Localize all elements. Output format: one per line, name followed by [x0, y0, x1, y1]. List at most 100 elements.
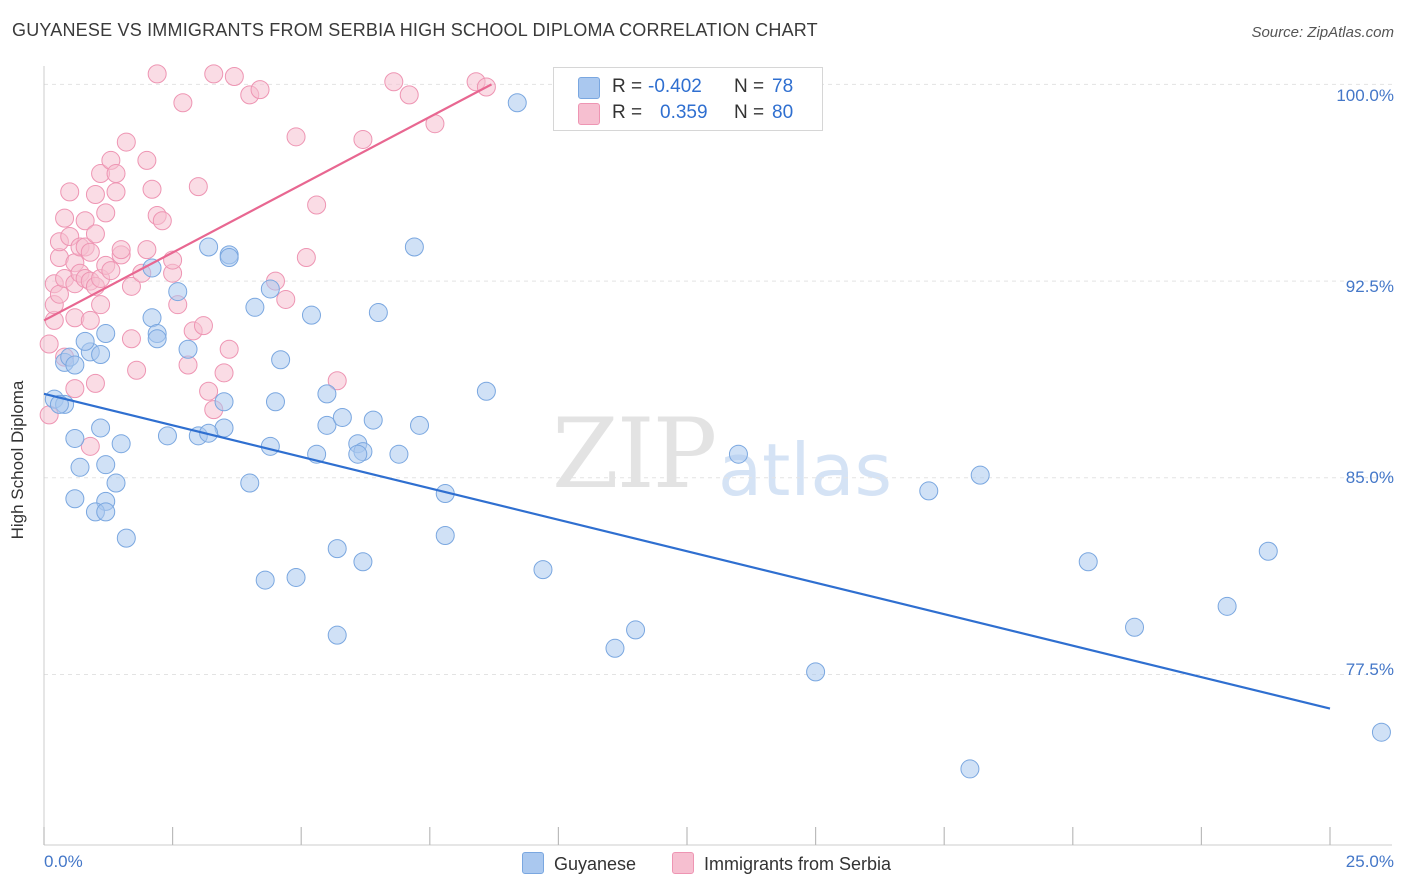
point-serbia-58: [204, 64, 224, 84]
point-guyanese-40: [260, 436, 280, 456]
point-guyanese-72: [1078, 552, 1098, 572]
n-label: N =: [734, 76, 765, 97]
point-guyanese-13: [65, 489, 85, 509]
point-serbia-37: [116, 132, 136, 152]
point-guyanese-55: [363, 410, 383, 430]
point-guyanese-28: [199, 237, 219, 257]
point-serbia-65: [276, 289, 296, 309]
point-guyanese-36: [260, 279, 280, 299]
y-tick-label-92-5: 92.5%: [1345, 277, 1394, 296]
stats-row-serbia: R = 0.359 N = 80: [554, 102, 822, 128]
chart-source: Source: ZipAtlas.com: [1251, 24, 1394, 41]
point-guyanese-62: [507, 93, 527, 113]
legend-label-serbia: Immigrants from Serbia: [704, 854, 892, 874]
point-guyanese-30: [219, 247, 239, 267]
point-serbia-25: [85, 185, 105, 205]
point-guyanese-16: [91, 418, 111, 438]
point-guyanese-42: [286, 567, 306, 587]
stats-row-guyanese: R = -0.402 N = 78: [554, 76, 822, 102]
trend-line-guyanese: [43, 392, 1331, 710]
chart-title: GUYANESE VS IMMIGRANTS FROM SERBIA HIGH …: [12, 20, 818, 40]
point-guyanese-39: [240, 473, 260, 493]
point-guyanese-49: [327, 539, 347, 559]
y-axis-label: High School Diploma: [8, 380, 27, 540]
y-tick-label-85: 85.0%: [1345, 468, 1394, 487]
point-guyanese-50: [327, 625, 347, 645]
point-guyanese-63: [533, 560, 553, 580]
point-guyanese-38: [265, 392, 285, 412]
point-serbia-22: [80, 310, 100, 330]
point-guyanese-14: [106, 473, 126, 493]
point-serbia-34: [106, 182, 126, 202]
point-serbia-38: [121, 276, 141, 296]
point-serbia-71: [384, 72, 404, 92]
point-guyanese-66: [626, 620, 646, 640]
point-guyanese-20: [116, 528, 136, 548]
point-guyanese-53: [353, 552, 373, 572]
point-guyanese-65: [605, 638, 625, 658]
point-guyanese-60: [435, 525, 455, 545]
point-serbia-54: [188, 177, 208, 197]
r-label: R =: [612, 76, 643, 97]
point-serbia-17: [75, 211, 95, 231]
point-serbia-9: [55, 208, 75, 228]
point-guyanese-74: [1217, 596, 1237, 616]
point-guyanese-11: [70, 457, 90, 477]
swatch-blue-icon: [578, 77, 600, 99]
point-guyanese-43: [301, 305, 321, 325]
point-serbia-77: [65, 379, 85, 399]
n-value: 78: [772, 76, 794, 97]
trend-line-serbia: [43, 83, 493, 322]
point-serbia-70: [353, 129, 373, 149]
legend-label-guyanese: Guyanese: [554, 854, 637, 874]
point-guyanese-23: [147, 329, 167, 349]
point-serbia-47: [152, 211, 172, 231]
point-serbia-32: [101, 261, 121, 281]
point-guyanese-35: [245, 297, 265, 317]
point-serbia-78: [80, 436, 100, 456]
correlation-stats-box: R = -0.402 N = 78 R = 0.359 N = 80: [553, 67, 823, 131]
point-serbia-56: [199, 381, 219, 401]
point-guyanese-41: [255, 570, 275, 590]
point-serbia-44: [142, 179, 162, 199]
point-guyanese-73: [1125, 617, 1145, 637]
point-serbia-5: [49, 284, 69, 304]
point-guyanese-27: [178, 339, 198, 359]
point-guyanese-12: [96, 455, 116, 475]
point-guyanese-45: [317, 415, 337, 435]
point-serbia-55: [193, 316, 213, 336]
point-guyanese-76: [1371, 722, 1391, 742]
point-serbia-10: [60, 182, 80, 202]
point-guyanese-21: [142, 308, 162, 328]
point-serbia-61: [224, 66, 244, 86]
y-tick-label-77-5: 77.5%: [1345, 660, 1394, 679]
point-serbia-39: [121, 329, 141, 349]
point-guyanese-5: [65, 355, 85, 375]
point-guyanese-61: [476, 381, 496, 401]
point-serbia-1: [39, 334, 59, 354]
point-serbia-69: [327, 371, 347, 391]
point-serbia-51: [173, 93, 193, 113]
point-guyanese-75: [1258, 541, 1278, 561]
point-serbia-42: [137, 240, 157, 260]
n-value: 80: [772, 102, 794, 123]
point-serbia-72: [399, 85, 419, 105]
point-guyanese-69: [919, 481, 939, 501]
legend-item-serbia: Immigrants from Serbia: [672, 852, 891, 875]
point-serbia-79: [85, 373, 105, 393]
point-serbia-67: [296, 247, 316, 267]
point-serbia-59: [214, 363, 234, 383]
point-guyanese-37: [271, 350, 291, 370]
point-serbia-60: [219, 339, 239, 359]
point-guyanese-17: [111, 434, 131, 454]
point-serbia-14: [65, 308, 85, 328]
point-guyanese-67: [728, 444, 748, 464]
point-guyanese-10: [65, 428, 85, 448]
r-label: R =: [612, 102, 643, 123]
point-guyanese-8: [96, 324, 116, 344]
r-value: -0.402: [648, 76, 702, 97]
point-guyanese-56: [404, 237, 424, 257]
x-tick-label-max: 25.0%: [1345, 852, 1394, 871]
point-guyanese-26: [157, 426, 177, 446]
